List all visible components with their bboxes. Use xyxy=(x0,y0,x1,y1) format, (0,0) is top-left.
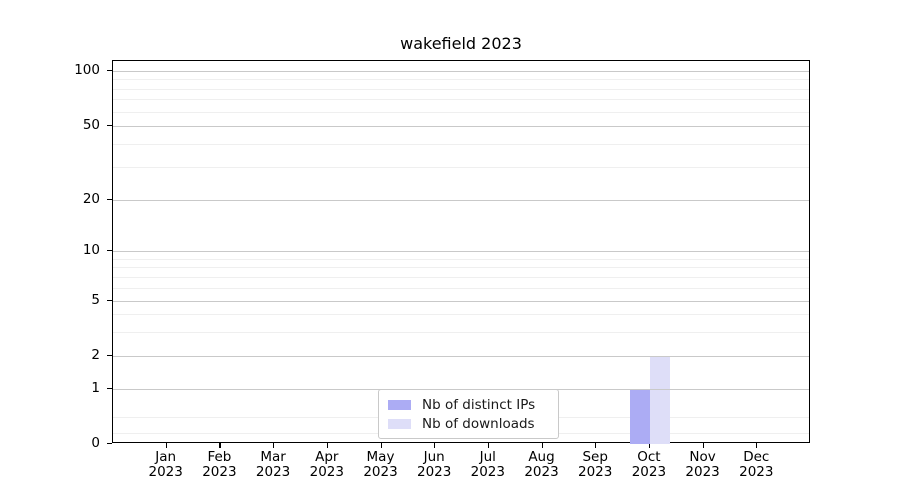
major-gridline-5 xyxy=(113,301,809,302)
minor-gridline-40 xyxy=(113,144,809,145)
minor-gridline-3 xyxy=(113,331,809,333)
major-gridline-10 xyxy=(113,251,809,252)
ytick-mark-0 xyxy=(107,443,112,445)
xtick-label-dec-2023: Dec 2023 xyxy=(739,449,774,480)
minor-gridline-60 xyxy=(113,111,809,113)
xtick-label-may-2023: May 2023 xyxy=(363,449,398,480)
legend-swatch-distinct-ips xyxy=(388,399,411,410)
xtick-mark-sep xyxy=(595,443,597,448)
xtick-label-jun-2023: Jun 2023 xyxy=(417,449,452,480)
legend-label-distinct-ips: Nb of distinct IPs xyxy=(422,396,536,413)
ytick-label-100: 100 xyxy=(74,62,100,78)
xtick-mark-jun xyxy=(434,443,436,448)
ytick-mark-1 xyxy=(107,388,112,390)
ytick-label-1: 1 xyxy=(91,380,100,396)
ytick-mark-10 xyxy=(107,250,112,252)
minor-gridline-30 xyxy=(113,167,809,169)
xtick-mark-may xyxy=(380,443,382,448)
ytick-label-10: 10 xyxy=(82,242,100,258)
legend-entry-distinct-ips: Nb of distinct IPs xyxy=(388,395,549,414)
minor-gridline-90 xyxy=(113,79,809,81)
xtick-label-oct-2023: Oct 2023 xyxy=(631,449,667,480)
legend: Nb of distinct IPs Nb of downloads xyxy=(378,389,559,439)
legend-swatch-downloads xyxy=(388,418,411,429)
major-gridline-50 xyxy=(113,126,809,127)
ytick-mark-20 xyxy=(107,199,112,201)
major-gridline-100 xyxy=(113,71,809,72)
chart-title: wakefield 2023 xyxy=(400,34,522,53)
legend-label-downloads: Nb of downloads xyxy=(422,415,535,432)
major-gridline-20 xyxy=(113,200,809,201)
ytick-mark-50 xyxy=(107,125,112,127)
xtick-label-jul-2023: Jul 2023 xyxy=(470,449,505,480)
xtick-mark-jan xyxy=(165,443,167,448)
xtick-label-aug-2023: Aug 2023 xyxy=(524,449,559,480)
minor-gridline-6 xyxy=(113,287,809,289)
ytick-label-0: 0 xyxy=(91,435,100,451)
xtick-label-sep-2023: Sep 2023 xyxy=(578,449,613,480)
xtick-mark-oct xyxy=(648,443,651,448)
xtick-mark-feb xyxy=(219,443,221,448)
plot-area xyxy=(112,60,810,444)
minor-gridline-80 xyxy=(113,88,809,90)
ytick-label-50: 50 xyxy=(82,117,100,133)
xtick-label-mar-2023: Mar 2023 xyxy=(255,449,291,480)
minor-gridline-4 xyxy=(113,314,809,316)
ytick-label-2: 2 xyxy=(91,347,100,363)
ytick-mark-5 xyxy=(107,300,112,302)
xtick-mark-jul xyxy=(487,443,489,448)
bar-nb-of-distinct-ips-oct xyxy=(629,389,650,444)
minor-gridline-9 xyxy=(113,258,809,260)
legend-entry-downloads: Nb of downloads xyxy=(388,414,549,433)
xtick-mark-aug xyxy=(541,443,543,448)
minor-gridline-70 xyxy=(113,99,809,101)
xtick-label-jan-2023: Jan 2023 xyxy=(148,449,183,480)
xtick-mark-dec xyxy=(756,443,758,448)
ytick-label-20: 20 xyxy=(82,191,100,207)
xtick-label-apr-2023: Apr 2023 xyxy=(309,449,344,480)
ytick-label-5: 5 xyxy=(91,292,100,308)
xtick-mark-apr xyxy=(326,443,328,448)
xtick-mark-mar xyxy=(273,443,275,448)
xtick-label-nov-2023: Nov 2023 xyxy=(685,449,720,480)
xtick-mark-nov xyxy=(702,443,704,448)
bar-nb-of-downloads-oct xyxy=(649,356,670,444)
xtick-label-feb-2023: Feb 2023 xyxy=(202,449,237,480)
major-gridline-2 xyxy=(113,356,809,357)
minor-gridline-8 xyxy=(113,267,809,269)
minor-gridline-7 xyxy=(113,276,809,278)
ytick-mark-100 xyxy=(107,70,112,72)
ytick-mark-2 xyxy=(107,355,112,357)
